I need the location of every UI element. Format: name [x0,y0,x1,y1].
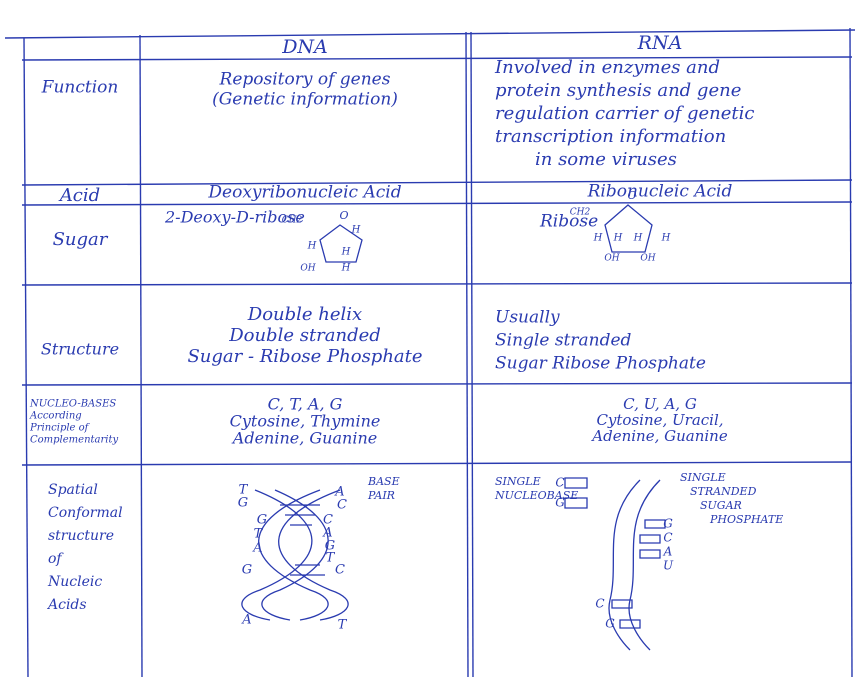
row-label: Spatial [48,482,98,498]
diagram-label: T [326,551,336,566]
diagram-label: OH [604,254,619,264]
cell-text: Involved in enzymes and [494,57,720,78]
cell-text: Cytosine, Uracil, [596,411,723,429]
cell-text: Single stranded [495,331,632,351]
cell-text: STRANDED [690,485,757,498]
diagram-label: A [241,613,251,628]
diagram-label: T [338,618,348,633]
table-rules [4,27,856,677]
row-label: NUCLEO-BASES [29,399,116,410]
cell-text: C, T, A, G [268,395,343,414]
row-label: of [48,551,64,567]
diagram-label: H [593,233,603,244]
sugar-rings [319,204,653,263]
diagram-label: H [613,233,623,244]
cell-text: Deoxyribonucleic Acid [207,183,401,203]
cell-text: Cytosine, Thymine [230,412,381,431]
cell-text: PAIR [367,489,395,502]
diagram-label: C [323,513,333,528]
diagram-label: C [337,498,347,513]
diagram-label: G [605,617,615,631]
row-label: Function [41,78,119,98]
row-label: structure [48,528,114,544]
row-label: Complementarity [30,435,118,446]
cell-text: 2-Deoxy-D-ribose [164,208,305,227]
row-label: Principle of [29,423,91,434]
diagram-label: H [633,233,643,244]
diagram-label: CH2 [570,208,591,218]
diagram-label: C [555,476,564,490]
row-label: According [29,411,82,422]
cell-text: Ribose [539,212,598,232]
row-label: Conformal [48,505,123,521]
cell-text: Ribonucleic Acid [587,182,733,202]
cell-text: in some viruses [535,149,677,170]
diagram-label: H [307,241,317,252]
diagram-label: G [325,539,335,554]
cell-text: Sugar Ribose Phosphate [495,354,706,374]
cell-text: regulation carrier of genetic [495,103,754,124]
cell-text: Repository of genes [219,70,391,90]
cell-text: Double helix [247,304,362,325]
cell-text: Usually [495,308,560,328]
rna-strand [564,477,666,651]
diagram-label: G [257,513,267,528]
row-label: Nucleic [47,574,102,590]
column-header: DNA [281,36,328,58]
diagram-label: H [341,263,351,274]
cell-text: Adenine, Guanine [231,429,377,448]
diagram-label: G [242,563,252,578]
diagram-label: OH [300,264,315,274]
diagram-label: C [595,597,604,611]
cell-text: PHOSPHATE [709,513,783,526]
diagram-label: T [239,483,249,498]
diagram-label: A [663,545,673,559]
diagram-label: A [322,526,332,541]
diagram-label: H [661,233,671,244]
row-label: Sugar [53,229,109,250]
diagram-label: OH [640,254,655,264]
diagram-label: A [334,485,344,500]
cell-text: NUCLEOBASE [494,489,578,502]
diagram-label: O [339,209,348,222]
row-label: Acid [58,185,100,206]
row-label: Structure [41,340,119,359]
diagram-label: G [238,496,248,511]
cell-text: C, U, A, G [623,395,697,413]
diagram-label: C [335,563,345,578]
cell-text: (Genetic information) [212,90,398,110]
diagram-label: A [252,541,262,556]
cell-text: BASE [367,475,400,488]
diagram-label: CH2 [282,216,303,226]
cell-text: protein synthesis and gene [495,80,741,101]
diagram-label: U [663,559,674,573]
diagram-label: G [555,496,565,510]
diagram-label: H [341,247,351,258]
dna-helix [241,489,349,621]
cell-text: transcription information [495,126,726,147]
cell-text: SINGLE [680,471,726,484]
diagram-label: C [663,531,672,545]
cell-text: SUGAR [700,499,742,512]
cell-text: SINGLE [495,475,541,488]
cell-text: Adenine, Guanine [590,427,728,445]
column-header: RNA [637,32,683,54]
diagram-label: G [663,517,673,531]
cell-text: Sugar - Ribose Phosphate [187,346,422,367]
diagram-label: H [351,225,361,236]
diagram-label: T [254,527,264,542]
cell-text: Double stranded [228,325,381,346]
row-label: Acids [46,597,87,613]
diagram-label: O [627,189,636,202]
